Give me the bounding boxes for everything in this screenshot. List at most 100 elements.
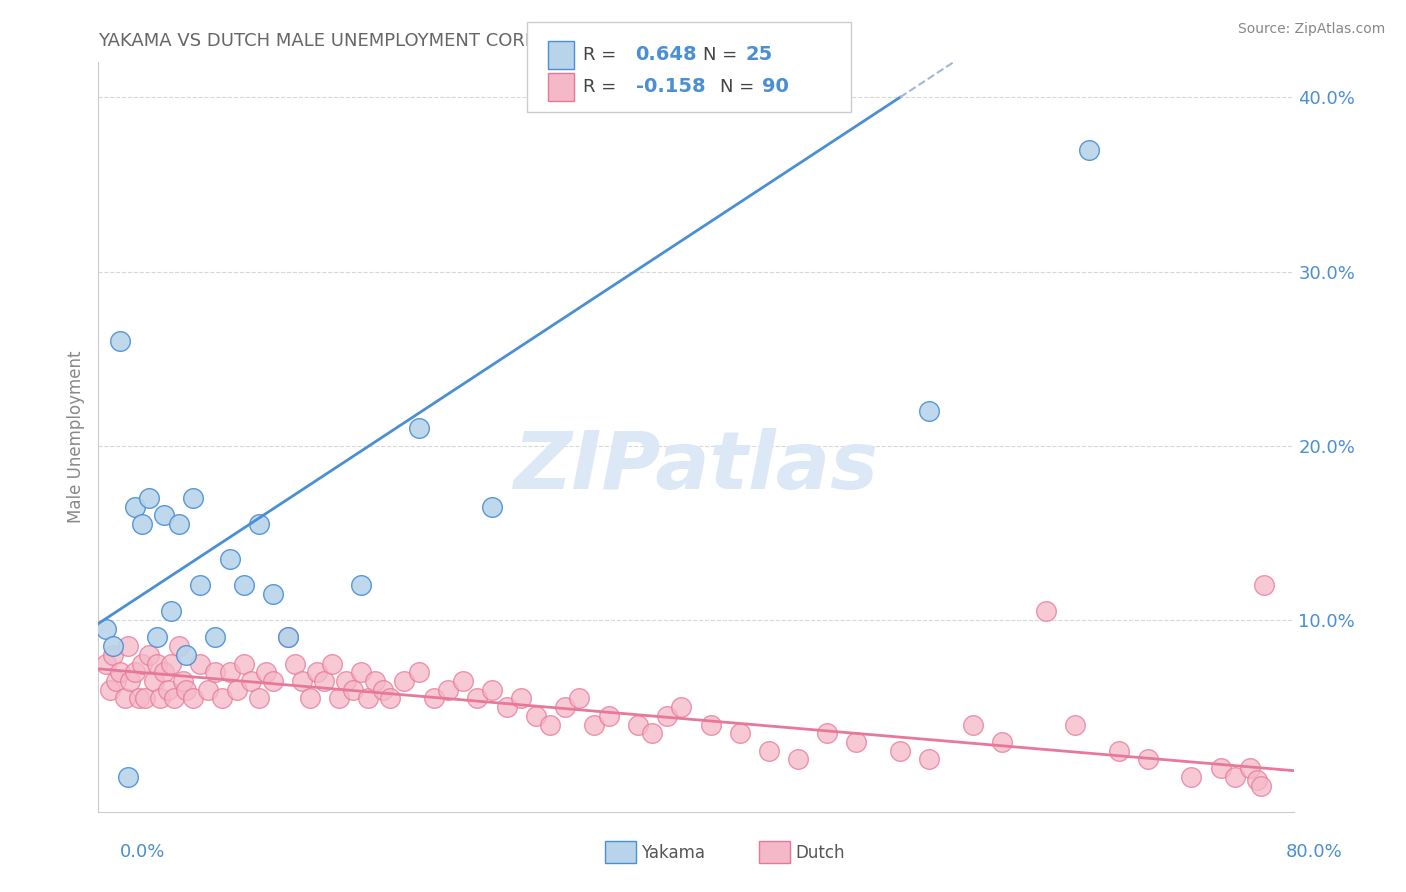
Point xyxy=(131,657,153,671)
Point xyxy=(181,491,204,505)
Point xyxy=(321,657,343,671)
Point xyxy=(153,508,176,523)
Point xyxy=(218,665,240,680)
Point xyxy=(1253,578,1275,592)
Point xyxy=(422,691,444,706)
Point xyxy=(481,682,503,697)
Point xyxy=(350,665,373,680)
Point xyxy=(1209,761,1232,775)
Point xyxy=(408,421,430,435)
Point xyxy=(190,657,212,671)
Point xyxy=(247,517,270,532)
Point xyxy=(94,657,117,671)
Point xyxy=(101,648,124,662)
Point xyxy=(128,691,150,706)
Point xyxy=(142,673,165,688)
Point xyxy=(160,604,183,618)
Point xyxy=(991,735,1014,749)
Point xyxy=(262,673,284,688)
Point xyxy=(815,726,838,740)
Point xyxy=(197,682,219,697)
Text: R =: R = xyxy=(583,45,623,64)
Point xyxy=(962,717,984,731)
Point xyxy=(627,717,650,731)
Point xyxy=(153,665,176,680)
Text: 80.0%: 80.0% xyxy=(1286,843,1343,861)
Text: YAKAMA VS DUTCH MALE UNEMPLOYMENT CORRELATION CHART: YAKAMA VS DUTCH MALE UNEMPLOYMENT CORREL… xyxy=(98,32,681,50)
Point xyxy=(918,404,941,418)
Point xyxy=(495,700,517,714)
Text: Source: ZipAtlas.com: Source: ZipAtlas.com xyxy=(1237,22,1385,37)
Point xyxy=(845,735,868,749)
Point xyxy=(233,578,256,592)
Point xyxy=(284,657,307,671)
Point xyxy=(328,691,350,706)
Point xyxy=(918,752,941,766)
Point xyxy=(671,700,693,714)
Point xyxy=(204,631,226,645)
Point xyxy=(787,752,810,766)
Point xyxy=(240,673,263,688)
Text: 90: 90 xyxy=(762,78,789,96)
Point xyxy=(524,709,547,723)
Point xyxy=(138,648,160,662)
Text: Yakama: Yakama xyxy=(641,844,706,862)
Point xyxy=(437,682,460,697)
Point xyxy=(277,631,299,645)
Point xyxy=(114,691,136,706)
Point xyxy=(481,500,503,514)
Point xyxy=(167,517,190,532)
Point xyxy=(699,717,721,731)
Point xyxy=(342,682,364,697)
Point xyxy=(1180,770,1202,784)
Point xyxy=(204,665,226,680)
Point xyxy=(138,491,160,505)
Point xyxy=(101,639,124,653)
Point xyxy=(1035,604,1057,618)
Point xyxy=(233,657,256,671)
Point xyxy=(305,665,328,680)
Point xyxy=(554,700,576,714)
Point xyxy=(291,673,314,688)
Point xyxy=(335,673,357,688)
Point xyxy=(451,673,474,688)
Point xyxy=(277,631,299,645)
Point xyxy=(131,517,153,532)
Point xyxy=(190,578,212,592)
Text: 0.0%: 0.0% xyxy=(120,843,165,861)
Text: ZIPatlas: ZIPatlas xyxy=(513,428,879,506)
Point xyxy=(157,682,180,697)
Point xyxy=(181,691,204,706)
Point xyxy=(160,657,183,671)
Point xyxy=(247,691,270,706)
Point xyxy=(117,770,139,784)
Point xyxy=(408,665,430,680)
Point xyxy=(350,578,373,592)
Point xyxy=(167,639,190,653)
Point xyxy=(1239,761,1261,775)
Point xyxy=(1078,143,1101,157)
Point xyxy=(98,682,121,697)
Point xyxy=(728,726,751,740)
Point xyxy=(568,691,591,706)
Point xyxy=(357,691,380,706)
Point xyxy=(538,717,561,731)
Point xyxy=(117,639,139,653)
Point xyxy=(163,691,186,706)
Text: N =: N = xyxy=(720,78,759,96)
Point xyxy=(172,673,194,688)
Text: 25: 25 xyxy=(745,45,772,64)
Point xyxy=(254,665,277,680)
Point xyxy=(225,682,247,697)
Point xyxy=(889,744,911,758)
Text: -0.158: -0.158 xyxy=(636,78,706,96)
Point xyxy=(218,552,240,566)
Point xyxy=(641,726,664,740)
Point xyxy=(1108,744,1130,758)
Text: Dutch: Dutch xyxy=(796,844,845,862)
Point xyxy=(1246,773,1268,788)
Point xyxy=(262,587,284,601)
Point xyxy=(174,682,197,697)
Point xyxy=(1225,770,1247,784)
Point xyxy=(371,682,394,697)
